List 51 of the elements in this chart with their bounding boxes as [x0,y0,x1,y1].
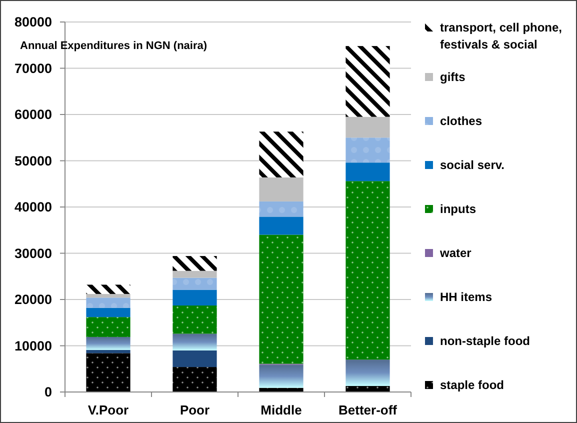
bar [259,364,304,388]
bar [259,216,304,235]
bar [172,256,217,271]
legend-label: clothes [440,114,482,128]
bar [346,46,390,117]
text: Annual Expenditures in NGN (naira) [20,40,208,52]
bar [172,334,217,350]
bar [86,308,130,318]
bar [346,162,390,182]
bar [172,350,217,368]
bar [172,290,217,306]
x-tick-label: Middle [260,402,302,418]
bar [259,132,304,178]
x-tick-label: Better-off [338,402,398,418]
x-tick-label: Poor [180,402,210,418]
legend-label: inputs [440,202,476,216]
legend-label: staple food [440,378,504,392]
y-tick-label: 80000 [14,14,52,30]
bar [172,306,217,334]
legend-label: transport, cell phone, festivals & social [440,20,562,52]
bar [86,350,130,354]
legend-label: social serv. [440,158,504,172]
bar [86,336,130,350]
legend-label: non-staple food [440,334,530,348]
bar [86,353,130,392]
bar [86,294,130,298]
bar [86,317,130,337]
y-tick-label: 40000 [14,200,52,215]
y-tick-label: 60000 [14,107,52,122]
bar [346,360,390,386]
bar [346,138,390,163]
bar [346,181,390,360]
y-tick-label: 20000 [14,292,52,308]
legend-label: water [439,246,472,260]
y-tick-label: 10000 [14,338,52,354]
bar [172,278,217,290]
y-tick-label: 0 [44,384,52,400]
bar [346,116,390,138]
y-tick-label: 70000 [14,60,52,76]
bar [259,177,304,202]
bar [172,367,217,392]
bar [259,201,304,217]
bar [346,386,390,392]
bar [86,298,130,308]
y-tick-label: 50000 [14,153,52,168]
bar [259,234,304,364]
legend-label: HH items [440,290,492,304]
bar [172,270,217,278]
legend-label: gifts [440,70,466,84]
y-tick-label: 30000 [14,246,52,261]
x-tick-label: V.Poor [88,402,129,418]
